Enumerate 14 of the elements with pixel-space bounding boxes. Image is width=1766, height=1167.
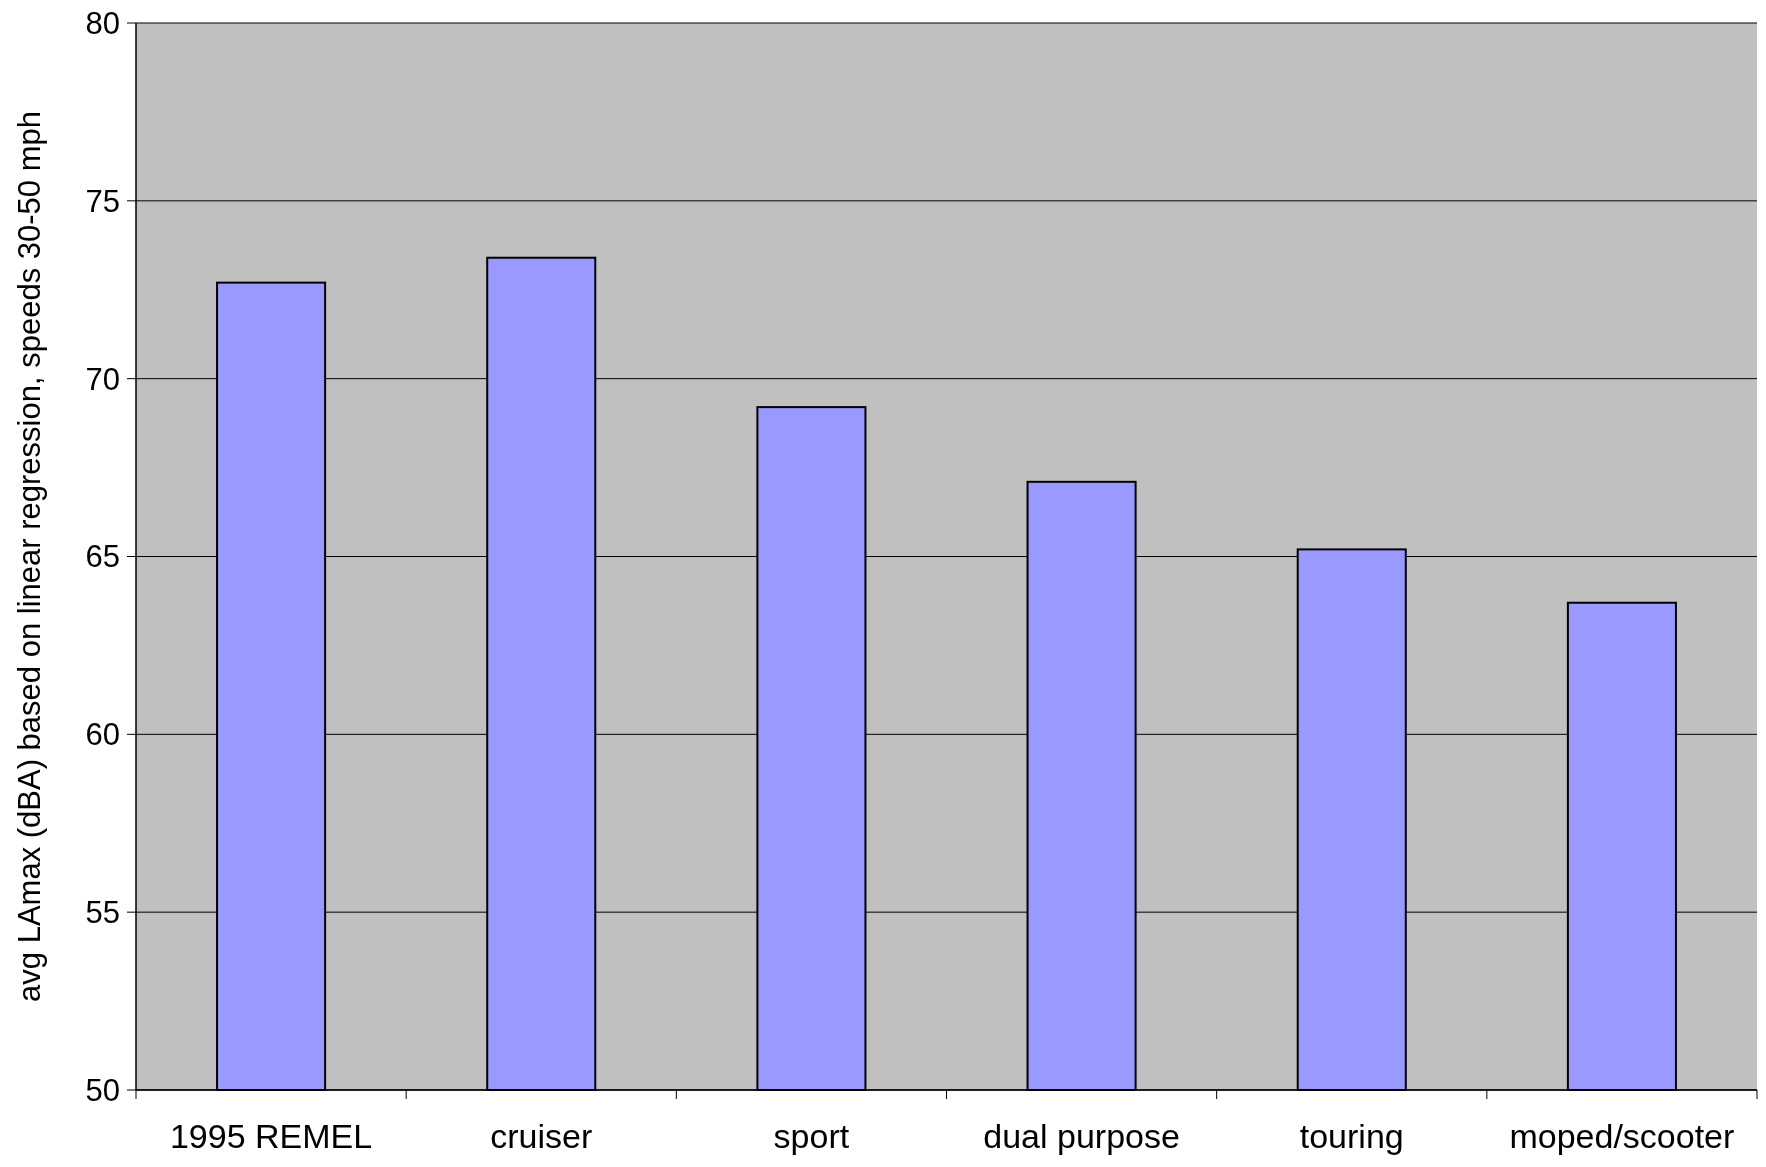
x-tick-label: touring xyxy=(1299,1117,1404,1155)
x-tick-label: 1995 REMEL xyxy=(169,1117,373,1155)
x-tick-label: moped/scooter xyxy=(1509,1117,1735,1155)
x-tick-label: cruiser xyxy=(490,1117,593,1155)
y-tick-label: 70 xyxy=(85,361,120,397)
y-tick-label: 60 xyxy=(85,717,120,753)
y-tick-label: 55 xyxy=(85,895,120,931)
y-tick-label: 65 xyxy=(85,539,120,575)
y-tick-label: 50 xyxy=(85,1072,120,1108)
y-tick-label: 75 xyxy=(85,183,120,219)
y-tick-label: 80 xyxy=(85,5,120,41)
x-tick-label: sport xyxy=(773,1117,850,1155)
y-axis-title: avg LAmax (dBA) based on linear regression, speeds 30-50 mph xyxy=(12,111,47,1002)
x-tick-label: dual purpose xyxy=(983,1117,1180,1155)
